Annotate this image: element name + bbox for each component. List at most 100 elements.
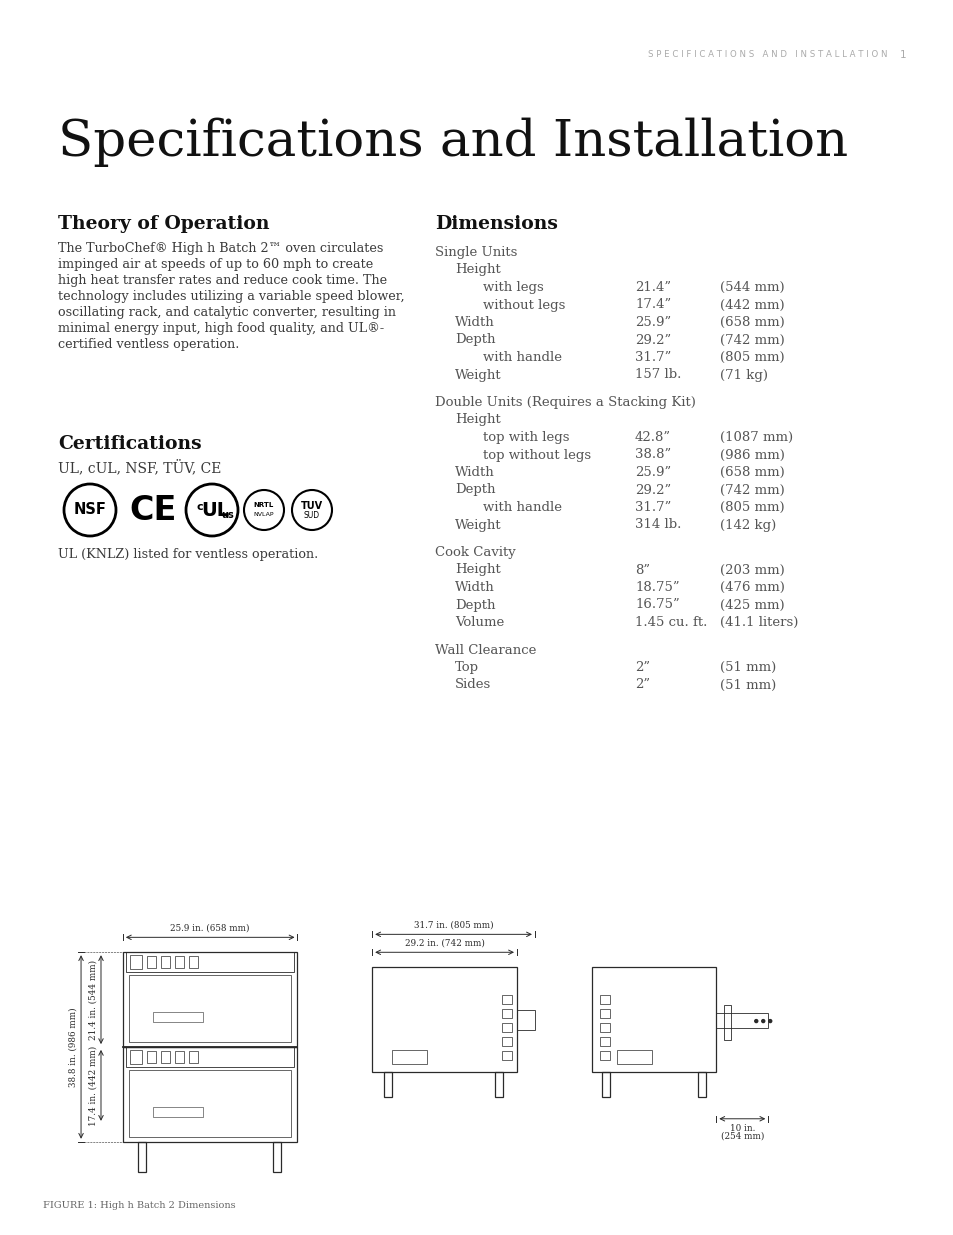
Bar <box>599 995 609 1004</box>
Circle shape <box>760 1020 764 1023</box>
Text: (425 mm): (425 mm) <box>720 599 783 611</box>
Text: 29.2”: 29.2” <box>635 333 671 347</box>
Text: technology includes utilizing a variable speed blower,: technology includes utilizing a variable… <box>58 290 404 303</box>
Text: with handle: with handle <box>482 501 561 514</box>
Text: 16.75”: 16.75” <box>635 599 679 611</box>
Text: Theory of Operation: Theory of Operation <box>58 215 269 233</box>
Bar <box>129 976 292 1042</box>
Bar <box>161 956 170 968</box>
Text: (142 kg): (142 kg) <box>720 519 776 531</box>
Text: Specifications and Installation: Specifications and Installation <box>58 119 847 168</box>
Text: Volume: Volume <box>455 616 504 629</box>
Text: Top: Top <box>455 661 478 674</box>
Bar <box>129 1070 292 1136</box>
Bar <box>501 995 512 1004</box>
Text: 29.2 in. (742 mm): 29.2 in. (742 mm) <box>404 939 484 947</box>
Text: 25.9”: 25.9” <box>635 316 671 329</box>
Text: us: us <box>221 510 234 520</box>
Bar <box>189 1051 197 1063</box>
Text: certified ventless operation.: certified ventless operation. <box>58 338 239 351</box>
Text: NVLAP: NVLAP <box>253 513 274 517</box>
Text: (742 mm): (742 mm) <box>720 483 784 496</box>
Text: S P E C I F I C A T I O N S   A N D   I N S T A L L A T I O N: S P E C I F I C A T I O N S A N D I N S … <box>647 49 886 59</box>
Text: Wall Clearance: Wall Clearance <box>435 643 536 657</box>
Text: (658 mm): (658 mm) <box>720 316 784 329</box>
Text: 31.7 in. (805 mm): 31.7 in. (805 mm) <box>414 920 493 930</box>
Bar <box>601 1072 609 1097</box>
Bar <box>126 1047 294 1067</box>
Bar <box>517 1010 535 1030</box>
Text: (476 mm): (476 mm) <box>720 580 784 594</box>
Text: 31.7”: 31.7” <box>635 351 671 364</box>
Circle shape <box>754 1020 757 1023</box>
Text: 1.45 cu. ft.: 1.45 cu. ft. <box>635 616 706 629</box>
Text: oscillating rack, and catalytic converter, resulting in: oscillating rack, and catalytic converte… <box>58 306 395 319</box>
Text: (986 mm): (986 mm) <box>720 448 784 462</box>
Text: 38.8”: 38.8” <box>635 448 671 462</box>
Text: 21.4 in. (544 mm): 21.4 in. (544 mm) <box>89 960 98 1040</box>
Text: top with legs: top with legs <box>482 431 569 445</box>
Bar <box>591 967 716 1072</box>
Text: (1087 mm): (1087 mm) <box>720 431 792 445</box>
Bar <box>384 1072 392 1097</box>
Text: without legs: without legs <box>482 299 565 311</box>
Bar <box>273 1141 280 1172</box>
Text: UL, cUL, NSF, TÜV, CE: UL, cUL, NSF, TÜV, CE <box>58 459 221 475</box>
Text: UL (KNLZ) listed for ventless operation.: UL (KNLZ) listed for ventless operation. <box>58 548 318 561</box>
Bar <box>130 956 142 969</box>
Bar <box>189 956 197 968</box>
Text: Height: Height <box>455 414 500 426</box>
Bar <box>698 1072 705 1097</box>
Text: Width: Width <box>455 580 495 594</box>
Bar <box>372 967 517 1072</box>
Text: Weight: Weight <box>455 368 501 382</box>
Text: The TurboChef® High h Batch 2™ oven circulates: The TurboChef® High h Batch 2™ oven circ… <box>58 242 383 254</box>
Text: Width: Width <box>455 466 495 479</box>
Text: impinged air at speeds of up to 60 mph to create: impinged air at speeds of up to 60 mph t… <box>58 258 373 270</box>
Bar <box>123 1047 297 1141</box>
Bar <box>501 1023 512 1032</box>
Text: 17.4 in. (442 mm): 17.4 in. (442 mm) <box>89 1045 98 1125</box>
Bar <box>152 1013 202 1023</box>
Bar <box>599 1009 609 1018</box>
Text: Weight: Weight <box>455 519 501 531</box>
Text: (41.1 liters): (41.1 liters) <box>720 616 798 629</box>
Bar <box>501 1051 512 1060</box>
Text: 314 lb.: 314 lb. <box>635 519 680 531</box>
Circle shape <box>768 1020 771 1023</box>
Bar <box>174 956 184 968</box>
Bar <box>130 1050 142 1063</box>
Bar <box>147 956 155 968</box>
Text: Height: Height <box>455 563 500 577</box>
Text: with legs: with legs <box>482 282 543 294</box>
Text: 31.7”: 31.7” <box>635 501 671 514</box>
Text: 1: 1 <box>899 49 905 61</box>
Text: with handle: with handle <box>482 351 561 364</box>
Bar <box>161 1051 170 1063</box>
Text: SUD: SUD <box>304 511 319 520</box>
Bar <box>501 1037 512 1046</box>
Bar <box>138 1141 146 1172</box>
Bar <box>147 1051 155 1063</box>
Text: Double Units (Requires a Stacking Kit): Double Units (Requires a Stacking Kit) <box>435 396 695 409</box>
Bar <box>599 1037 609 1046</box>
Bar <box>723 1005 731 1040</box>
Text: 25.9 in. (658 mm): 25.9 in. (658 mm) <box>171 924 250 932</box>
Text: (51 mm): (51 mm) <box>720 678 776 692</box>
Bar <box>152 1107 202 1116</box>
Text: 2”: 2” <box>635 661 649 674</box>
Text: Cook Cavity: Cook Cavity <box>435 546 516 559</box>
Text: 42.8”: 42.8” <box>635 431 670 445</box>
Bar <box>174 1051 184 1063</box>
Text: 29.2”: 29.2” <box>635 483 671 496</box>
Text: (254 mm): (254 mm) <box>720 1131 763 1141</box>
Text: CE: CE <box>130 494 176 526</box>
Text: NSF: NSF <box>73 503 107 517</box>
Text: FIGURE 1: High h Batch 2 Dimensions: FIGURE 1: High h Batch 2 Dimensions <box>43 1202 235 1210</box>
Text: (658 mm): (658 mm) <box>720 466 784 479</box>
Text: 10 in.: 10 in. <box>729 1124 754 1132</box>
Text: 18.75”: 18.75” <box>635 580 679 594</box>
Text: Depth: Depth <box>455 599 495 611</box>
Text: minimal energy input, high food quality, and UL®-: minimal energy input, high food quality,… <box>58 322 384 335</box>
Text: (805 mm): (805 mm) <box>720 351 783 364</box>
